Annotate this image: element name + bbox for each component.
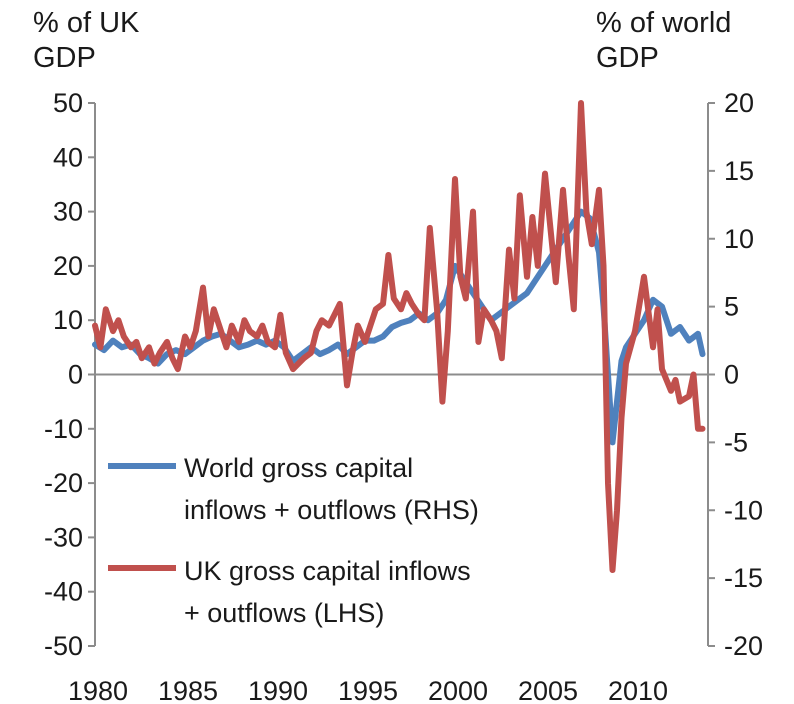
series-line-1: [92, 100, 706, 573]
right-axis-title-line-1: % of world: [596, 7, 732, 39]
x-tick-label-6: 2010: [608, 676, 668, 704]
left-tick-label-4: 10: [53, 305, 83, 335]
right-tick-label-6: -10: [724, 495, 763, 525]
right-tick-label-2: 10: [724, 224, 754, 254]
left-tick-label-7: -20: [44, 468, 83, 498]
legend-label-0-0: World gross capital: [184, 453, 413, 483]
legend-label-0-1: inflows + outflows (RHS): [184, 495, 479, 525]
left-axis-title-line-1: % of UK: [33, 7, 140, 39]
legend-label-1-1: + outflows (LHS): [184, 598, 384, 628]
right-tick-label-0: 20: [724, 88, 754, 118]
left-axis-title: % of UK GDP: [33, 6, 139, 76]
left-tick-label-8: -30: [44, 522, 83, 552]
x-tick-label-5: 2005: [518, 676, 578, 704]
left-tick-label-0: 50: [53, 88, 83, 118]
right-tick-label-5: -5: [724, 427, 748, 457]
right-tick-label-4: 0: [724, 360, 739, 390]
left-tick-label-1: 40: [53, 142, 83, 172]
left-tick-label-2: 30: [53, 197, 83, 227]
right-axis-title-line-2: GDP: [596, 42, 659, 74]
x-tick-label-4: 2000: [428, 676, 488, 704]
left-tick-label-10: -50: [44, 631, 83, 661]
left-tick-label-5: 0: [68, 360, 83, 390]
left-tick-label-6: -10: [44, 414, 83, 444]
right-tick-label-7: -15: [724, 563, 763, 593]
x-tick-label-2: 1990: [248, 676, 308, 704]
legend-label-1-0: UK gross capital inflows: [184, 556, 471, 586]
right-axis-title: % of world GDP: [596, 6, 731, 76]
left-tick-label-3: 20: [53, 251, 83, 281]
right-tick-label-8: -20: [724, 631, 763, 661]
right-tick-label-3: 5: [724, 292, 739, 322]
left-axis-title-line-2: GDP: [33, 42, 96, 74]
series-line-0: [92, 208, 706, 446]
right-tick-label-1: 15: [724, 156, 754, 186]
x-tick-label-3: 1995: [338, 676, 398, 704]
left-tick-label-9: -40: [44, 577, 83, 607]
x-tick-label-1: 1985: [158, 676, 218, 704]
x-tick-label-0: 1980: [68, 676, 128, 704]
